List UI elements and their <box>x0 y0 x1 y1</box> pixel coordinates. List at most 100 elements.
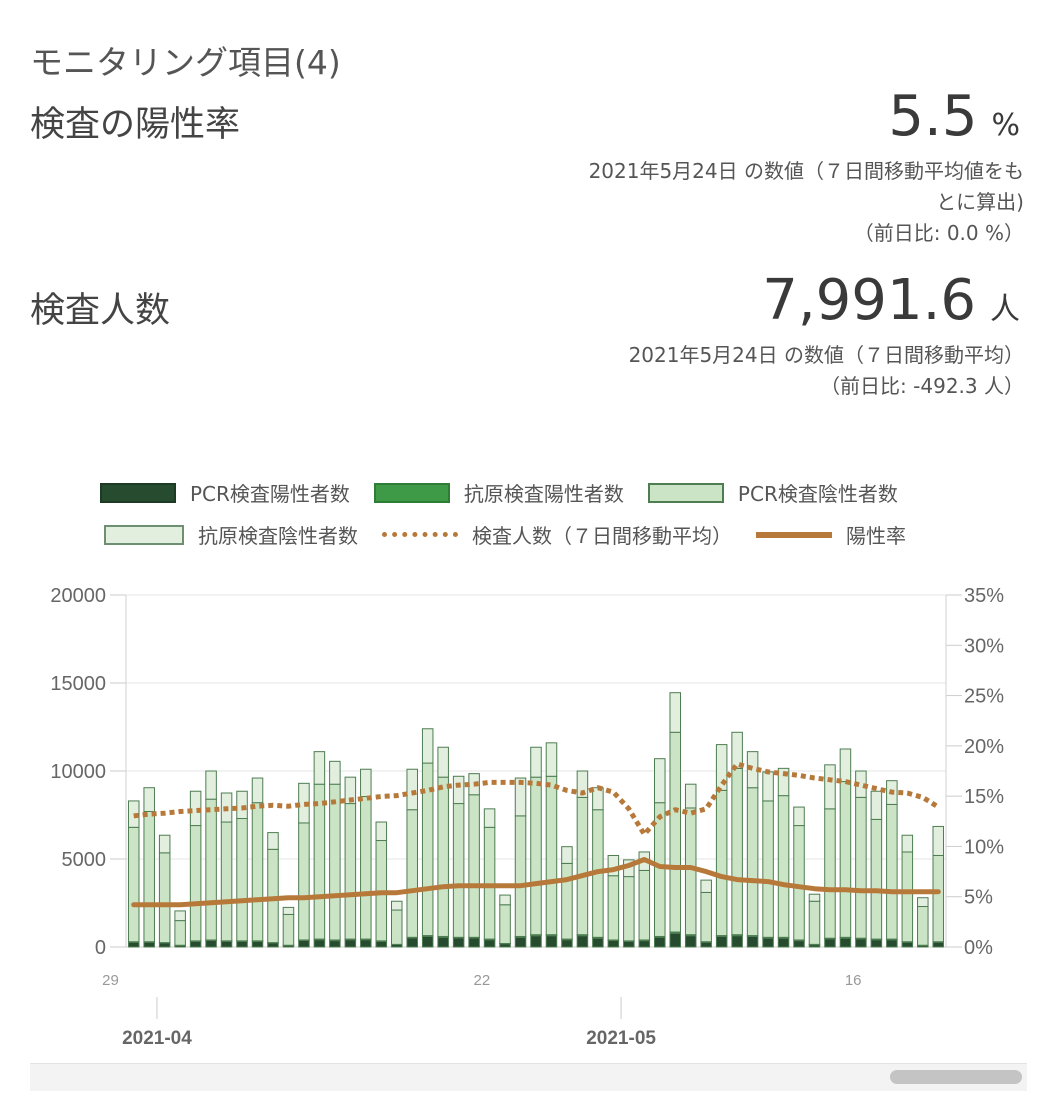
bar-antigen-negative <box>793 806 805 827</box>
bar-antigen-negative <box>390 900 403 911</box>
bar-antigen-negative <box>514 777 527 817</box>
bar-antigen-negative <box>715 744 728 791</box>
legend-tests-average[interactable]: 検査人数（７日間移動平均） <box>382 520 732 549</box>
y-left-tick-label: 10000 <box>50 761 106 783</box>
bar-pcr-negative <box>313 783 326 940</box>
bar-antigen-negative <box>530 746 542 778</box>
bar-pcr-positive <box>700 941 712 948</box>
bar-pcr-positive <box>437 936 449 948</box>
bar-pcr-positive <box>530 935 542 948</box>
bar-pcr-positive <box>360 939 372 948</box>
bar-pcr-positive <box>576 935 589 948</box>
x-day-tick-label: 29 <box>102 972 119 989</box>
bar-pcr-positive <box>777 937 790 948</box>
bar-antigen-negative <box>917 897 929 908</box>
positivity-value: 5.5% <box>888 84 1020 149</box>
bar-antigen-negative <box>607 854 620 877</box>
bar-pcr-negative <box>715 789 728 937</box>
bar-pcr-negative <box>638 869 651 941</box>
positivity-number: 5.5 <box>888 84 978 149</box>
legend-swatch-antigen-negative <box>104 524 184 545</box>
bar-pcr-positive <box>375 940 388 948</box>
y-left-tick-label: 15000 <box>50 673 106 695</box>
bar-antigen-negative <box>684 783 697 809</box>
bar-pcr-positive <box>205 939 217 948</box>
positivity-note-line2: とに算出) <box>936 190 1024 214</box>
bar-pcr-positive <box>236 940 248 948</box>
bar-pcr-positive <box>607 939 620 948</box>
bar-pcr-negative <box>360 796 372 940</box>
bar-pcr-positive <box>143 941 155 948</box>
bar-pcr-positive <box>870 939 883 948</box>
positivity-note-line3: （前日比: 0.0 %） <box>853 221 1024 245</box>
bar-pcr-positive <box>483 939 496 948</box>
bar-antigen-negative <box>808 893 821 902</box>
bar-pcr-positive <box>932 941 945 948</box>
tests-number: 7,991.6 <box>762 268 976 333</box>
tests-label: 検査人数 <box>30 291 171 331</box>
positivity-note-line1: 2021年5月24日 の数値（７日間移動平均値をも <box>588 159 1024 183</box>
bar-pcr-negative <box>468 794 480 938</box>
legend-positive-rate[interactable]: 陽性率 <box>756 520 906 549</box>
bar-pcr-positive <box>267 942 279 948</box>
bar-antigen-negative <box>762 771 774 802</box>
bar-pcr-negative <box>344 803 357 940</box>
bar-pcr-negative <box>901 851 914 943</box>
bar-pcr-negative <box>452 803 465 938</box>
bar-pcr-negative <box>839 781 852 938</box>
x-month-label: 2021-05 <box>586 1028 656 1049</box>
bar-pcr-negative <box>329 783 341 941</box>
bar-pcr-positive <box>824 938 836 948</box>
y-left-tick-label: 0 <box>95 937 106 959</box>
bar-pcr-negative <box>174 920 186 946</box>
bar-pcr-positive <box>220 940 233 948</box>
bar-antigen-negative <box>669 692 682 733</box>
bar-pcr-negative <box>561 862 573 940</box>
legend-swatch-positive-rate <box>756 531 832 538</box>
bar-antigen-negative <box>700 879 712 893</box>
positivity-label: 検査の陽性率 <box>30 105 241 145</box>
bar-antigen-negative <box>421 728 434 764</box>
legend-pcr-positive[interactable]: PCR検査陽性者数 <box>100 478 350 507</box>
y-right-tick-label: 5% <box>964 887 993 909</box>
y-right-tick-label: 35% <box>964 585 1004 607</box>
bar-pcr-negative <box>514 815 527 937</box>
bar-antigen-negative <box>344 776 357 805</box>
bar-pcr-negative <box>437 776 449 937</box>
legend-antigen-positive[interactable]: 抗原検査陽性者数 <box>373 478 624 507</box>
bar-pcr-positive <box>313 939 326 948</box>
bar-antigen-negative <box>731 731 743 769</box>
bar-pcr-negative <box>607 875 620 941</box>
legend-label-antigen-negative: 抗原検査陰性者数 <box>198 524 358 548</box>
bar-pcr-positive <box>127 941 140 948</box>
chart-scrollbar-track[interactable] <box>30 1063 1027 1091</box>
y-right-tick-label: 20% <box>964 736 1004 758</box>
bar-pcr-negative <box>251 802 264 942</box>
legend-label-pcr-negative: PCR検査陰性者数 <box>737 482 898 506</box>
bar-pcr-negative <box>855 796 867 939</box>
bar-antigen-negative <box>282 906 295 915</box>
bar-antigen-negative <box>406 768 418 811</box>
bar-antigen-negative <box>932 825 945 856</box>
stacked-bar-line-chart: 0 5000 10000 15000 20000 0% 5% 10% 15% 20% 25% 30% 3… <box>50 585 1004 1049</box>
bar-pcr-negative <box>746 787 759 937</box>
bar-pcr-negative <box>576 796 589 936</box>
bar-antigen-negative <box>158 834 171 854</box>
bar-pcr-positive <box>731 935 743 948</box>
bar-pcr-positive <box>298 939 310 948</box>
legend-antigen-negative[interactable]: 抗原検査陰性者数 <box>104 520 358 549</box>
legend-row-1: PCR検査陽性者数 抗原検査陽性者数 PCR検査陰性者数 <box>100 478 922 507</box>
legend-label-tests-average: 検査人数（７日間移動平均） <box>472 524 732 548</box>
bar-pcr-positive <box>561 939 573 948</box>
chart-scrollbar-thumb[interactable] <box>890 1070 1022 1084</box>
legend-pcr-negative[interactable]: PCR検査陰性者数 <box>647 478 898 507</box>
bar-pcr-positive <box>421 935 434 948</box>
bar-pcr-positive <box>886 939 898 948</box>
bar-pcr-negative <box>298 822 310 941</box>
bar-antigen-negative <box>360 768 372 798</box>
bar-pcr-positive <box>406 937 418 948</box>
bar-pcr-positive <box>514 936 527 948</box>
bar-antigen-negative <box>576 770 589 798</box>
bar-pcr-negative <box>917 906 929 946</box>
x-day-tick-label: 22 <box>474 972 491 989</box>
